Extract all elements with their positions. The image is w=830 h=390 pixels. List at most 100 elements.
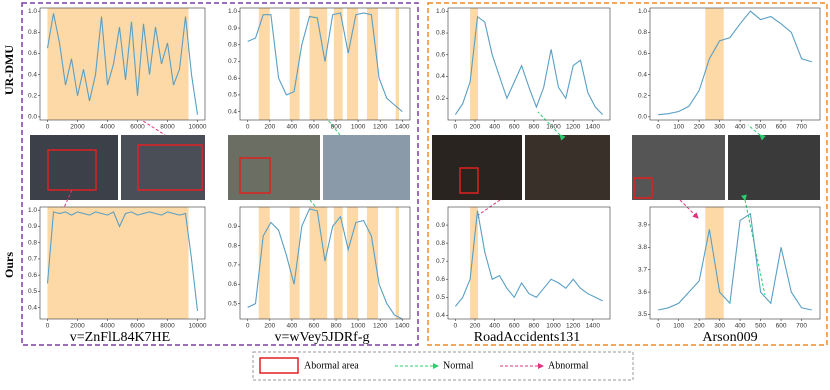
video-frame <box>121 135 205 200</box>
x-tick-label: 200 <box>264 124 275 131</box>
x-tick-label: 400 <box>286 323 297 330</box>
y-tick-label: 0.7 <box>228 58 237 65</box>
series-line <box>46 13 199 115</box>
plot-frame <box>239 7 411 121</box>
legend-box <box>252 351 634 381</box>
y-tick-label: 0.7 <box>28 256 37 263</box>
x-tick-label: 10000 <box>188 124 206 131</box>
caption: v=wVey5JDRf-g <box>275 330 370 345</box>
x-tick-label: 4000 <box>100 124 115 131</box>
y-tick-label: 0.8 <box>28 29 37 36</box>
x-tick-label: 1200 <box>373 124 388 131</box>
line-chart: 0.5 0.6 0.7 0.8 0.9 0 200 400 600 800 1000 1200 1400 <box>228 206 411 330</box>
y-tick-label: 0.4 <box>228 108 237 115</box>
x-tick-label: 200 <box>470 323 481 330</box>
y-tick-label: 1.0 <box>228 8 237 15</box>
y-tick-label: 0.2 <box>436 95 445 102</box>
line-chart: 0.2 0.4 0.6 0.8 1.0 0 200 400 600 800 1000 1200 1400 <box>436 7 611 131</box>
y-tick-label: 1.0 <box>28 207 37 214</box>
y-tick-label: 0.0 <box>638 114 647 121</box>
y-tick-label: 0.4 <box>28 71 37 78</box>
abnormal-box <box>239 157 271 194</box>
group-box <box>427 2 828 346</box>
x-tick-label: 700 <box>796 323 807 330</box>
x-tick-label: 0 <box>656 124 660 131</box>
y-tick-label: 0.5 <box>228 92 237 99</box>
y-tick-label: 0.6 <box>28 272 37 279</box>
y-tick-label: 0.9 <box>436 222 445 229</box>
x-tick-label: 1000 <box>351 323 366 330</box>
plot-frame <box>447 7 611 121</box>
caption: v=ZnFlL84K7HE <box>70 330 170 345</box>
legend-label: Abnormal <box>548 360 589 371</box>
line-chart: 3.5 3.6 3.7 3.8 3.9 0 100 200 300 400 500 600 700 <box>638 206 821 330</box>
x-tick-label: 500 <box>755 323 766 330</box>
row-label: UR-DMU <box>2 45 16 95</box>
arrow <box>741 194 766 296</box>
x-tick-label: 400 <box>735 323 746 330</box>
x-tick-label: 200 <box>264 323 275 330</box>
abnormal-span <box>705 8 724 120</box>
x-tick-label: 8000 <box>160 323 175 330</box>
series-line <box>454 210 603 307</box>
y-tick-label: 3.7 <box>638 266 647 273</box>
line-chart: 0.0 0.2 0.4 0.6 0.8 1.0 0 100 200 300 400 500 600 700 <box>638 7 821 131</box>
x-tick-label: 1000 <box>546 323 561 330</box>
y-tick-label: 0.9 <box>28 223 37 230</box>
x-tick-label: 1400 <box>586 124 601 131</box>
abnormal-span <box>309 8 328 120</box>
y-tick-label: 0.9 <box>228 223 237 230</box>
series-line <box>247 208 403 320</box>
x-tick-label: 0 <box>656 323 660 330</box>
x-tick-label: 10000 <box>188 323 206 330</box>
abnormal-box <box>459 167 479 194</box>
abnormal-span <box>366 207 378 319</box>
x-tick-label: 1200 <box>373 323 388 330</box>
arrow <box>679 199 699 219</box>
y-tick-label: 0.5 <box>436 294 445 301</box>
series-line <box>658 10 812 116</box>
video-frame <box>228 135 320 200</box>
x-tick-label: 400 <box>735 124 746 131</box>
x-tick-label: 1200 <box>566 323 581 330</box>
plot-frame <box>649 206 821 320</box>
video-frame <box>525 135 610 200</box>
abnormal-span <box>47 207 189 319</box>
x-tick-label: 8000 <box>160 124 175 131</box>
abnormal-span <box>258 207 270 319</box>
line-chart: 0.4 0.5 0.6 0.7 0.8 0.9 1.0 0 2000 4000 6000 8000 10… <box>28 206 207 330</box>
legend: Abormal area Normal Abnormal <box>252 351 634 381</box>
x-tick-label: 2000 <box>70 124 85 131</box>
x-tick-label: 800 <box>528 124 539 131</box>
frames <box>30 135 820 200</box>
caption: Arson009 <box>702 330 757 345</box>
y-tick-label: 0.9 <box>228 25 237 32</box>
y-tick-label: 3.9 <box>638 222 647 229</box>
series-line <box>454 15 603 115</box>
video-frame <box>728 135 820 200</box>
x-tick-label: 4000 <box>100 323 115 330</box>
y-tick-label: 0.4 <box>436 73 445 80</box>
abnormal-span <box>470 8 478 120</box>
arrow <box>537 111 566 141</box>
x-tick-label: 400 <box>489 323 500 330</box>
line-chart: 0.4 0.5 0.6 0.7 0.8 0.9 0 200 400 600 800 1000 1200 1… <box>436 206 611 330</box>
x-tick-label: 0 <box>454 124 458 131</box>
row-label: Ours <box>2 252 16 278</box>
abnormal-box <box>633 177 653 199</box>
abnormal-span <box>366 8 378 120</box>
abnormal-span <box>258 8 270 120</box>
y-tick-label: 0.8 <box>436 30 445 37</box>
y-tick-label: 1.0 <box>28 8 37 15</box>
x-tick-label: 6000 <box>130 124 145 131</box>
x-tick-label: 700 <box>796 124 807 131</box>
x-tick-label: 1000 <box>546 124 561 131</box>
legend-label: Normal <box>443 360 474 371</box>
y-tick-label: 0.0 <box>28 114 37 121</box>
x-tick-label: 200 <box>694 323 705 330</box>
x-tick-label: 100 <box>673 124 684 131</box>
x-tick-label: 600 <box>309 124 320 131</box>
x-tick-label: 1400 <box>395 124 410 131</box>
arrow <box>747 124 766 141</box>
